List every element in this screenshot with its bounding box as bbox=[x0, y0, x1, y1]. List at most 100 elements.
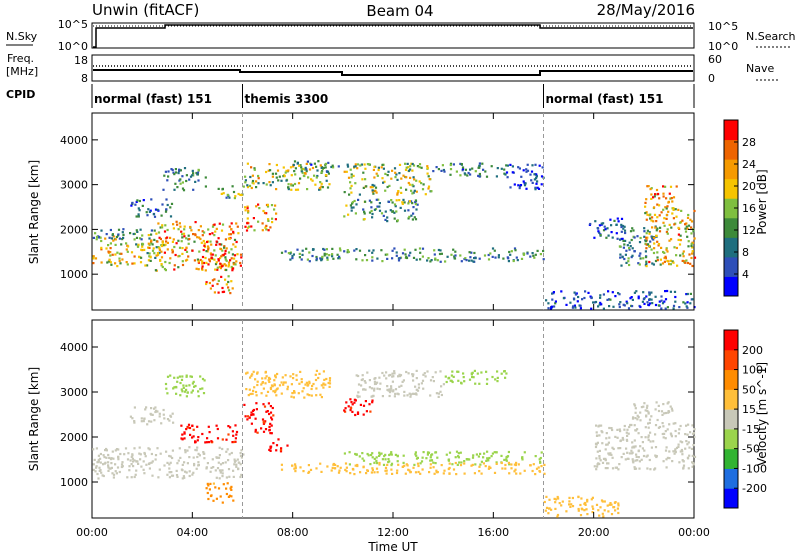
heatmap-cell bbox=[255, 408, 258, 411]
heatmap-cell bbox=[204, 256, 207, 260]
heatmap-cell bbox=[274, 172, 278, 175]
heatmap-cell bbox=[126, 263, 129, 266]
heatmap-cell bbox=[232, 232, 235, 235]
heatmap-cell bbox=[641, 300, 644, 303]
heatmap-cell bbox=[292, 163, 295, 166]
heatmap-cell bbox=[408, 469, 411, 472]
heatmap-cell bbox=[349, 204, 352, 207]
heatmap-cell bbox=[140, 465, 143, 468]
heatmap-cell bbox=[522, 169, 525, 172]
heatmap-cell bbox=[220, 243, 223, 246]
heatmap-cell bbox=[325, 253, 328, 256]
heatmap-cell bbox=[179, 182, 182, 185]
heatmap-cell bbox=[599, 294, 602, 297]
heatmap-cell bbox=[402, 198, 405, 201]
heatmap-cell bbox=[645, 198, 648, 201]
heatmap-cell bbox=[522, 180, 525, 183]
colorbar-tick-label: 12 bbox=[742, 224, 756, 237]
heatmap-cell bbox=[244, 175, 247, 178]
heatmap-cell bbox=[129, 232, 132, 235]
heatmap-cell bbox=[371, 216, 374, 219]
heatmap-cell bbox=[643, 449, 646, 452]
heatmap-cell bbox=[99, 236, 102, 239]
heatmap-cell bbox=[315, 369, 318, 372]
heatmap-cell bbox=[606, 227, 609, 230]
heatmap-cell bbox=[672, 208, 675, 211]
heatmap-cell bbox=[599, 506, 602, 509]
heatmap-cell bbox=[211, 253, 214, 256]
heatmap-cell bbox=[459, 174, 462, 177]
heatmap-cell bbox=[632, 229, 635, 232]
heatmap-cell bbox=[375, 198, 378, 201]
heatmap-cell bbox=[155, 254, 158, 257]
nave-label: Nave bbox=[746, 62, 774, 75]
heatmap-cell bbox=[102, 463, 105, 466]
colorbar-swatch bbox=[724, 468, 738, 489]
heatmap-cell bbox=[681, 450, 684, 453]
heatmap-cell bbox=[204, 441, 207, 444]
heatmap-cell bbox=[603, 500, 606, 503]
heatmap-cell bbox=[181, 252, 184, 255]
heatmap-cell bbox=[274, 376, 277, 379]
heatmap-cell bbox=[240, 256, 243, 259]
heatmap-cell bbox=[208, 281, 211, 285]
heatmap-cell bbox=[262, 209, 265, 213]
heatmap-cell bbox=[670, 226, 673, 229]
heatmap-cell bbox=[151, 249, 155, 252]
power-heatmap-cells bbox=[92, 113, 697, 310]
heatmap-cell bbox=[226, 482, 229, 485]
heatmap-cell bbox=[551, 298, 554, 301]
velocity-colorbar-label: Velocity [m s^-1] bbox=[755, 362, 769, 466]
heatmap-cell bbox=[654, 259, 658, 263]
heatmap-cell bbox=[524, 182, 527, 185]
heatmap-cell bbox=[395, 199, 398, 202]
heatmap-cell bbox=[255, 180, 258, 183]
heatmap-cell bbox=[389, 209, 392, 212]
heatmap-cell bbox=[454, 250, 457, 253]
heatmap-cell bbox=[405, 256, 409, 260]
heatmap-cell bbox=[691, 424, 694, 427]
heatmap-cell bbox=[543, 500, 546, 504]
heatmap-cell bbox=[371, 468, 374, 472]
heatmap-cell bbox=[394, 176, 397, 179]
heatmap-cell bbox=[181, 375, 184, 378]
heatmap-cell bbox=[393, 167, 397, 170]
heatmap-cell bbox=[399, 374, 403, 377]
heatmap-cell bbox=[141, 242, 144, 245]
ytick-label: 3000 bbox=[60, 386, 88, 399]
heatmap-cell bbox=[270, 204, 274, 207]
heatmap-cell bbox=[364, 200, 367, 203]
heatmap-cell bbox=[647, 438, 650, 442]
heatmap-cell bbox=[221, 265, 224, 268]
heatmap-cell bbox=[164, 382, 168, 386]
heatmap-cell bbox=[387, 458, 390, 461]
heatmap-cell bbox=[630, 256, 633, 259]
heatmap-cell bbox=[181, 181, 184, 184]
colorbar-tick-label: 24 bbox=[742, 158, 756, 171]
heatmap-cell bbox=[518, 187, 521, 190]
heatmap-cell bbox=[449, 168, 453, 171]
heatmap-cell bbox=[624, 458, 627, 461]
heatmap-cell bbox=[628, 263, 631, 267]
heatmap-cell bbox=[183, 432, 186, 435]
heatmap-cell bbox=[692, 230, 695, 233]
heatmap-cell bbox=[656, 259, 659, 262]
heatmap-cell bbox=[311, 166, 315, 170]
heatmap-cell bbox=[364, 381, 367, 384]
heatmap-cell bbox=[150, 242, 153, 245]
heatmap-cell bbox=[188, 474, 191, 478]
heatmap-cell bbox=[554, 507, 557, 510]
heatmap-cell bbox=[292, 165, 295, 168]
colorbar-swatch bbox=[724, 159, 738, 180]
heatmap-cell bbox=[644, 409, 647, 412]
heatmap-cell bbox=[223, 246, 226, 249]
heatmap-cell bbox=[535, 175, 538, 178]
heatmap-cell bbox=[225, 247, 228, 250]
heatmap-cell bbox=[268, 412, 271, 416]
heatmap-cell bbox=[268, 429, 271, 432]
heatmap-cell bbox=[293, 390, 296, 393]
heatmap-cell bbox=[460, 163, 463, 166]
heatmap-cell bbox=[447, 377, 450, 380]
heatmap-cell bbox=[651, 235, 654, 239]
